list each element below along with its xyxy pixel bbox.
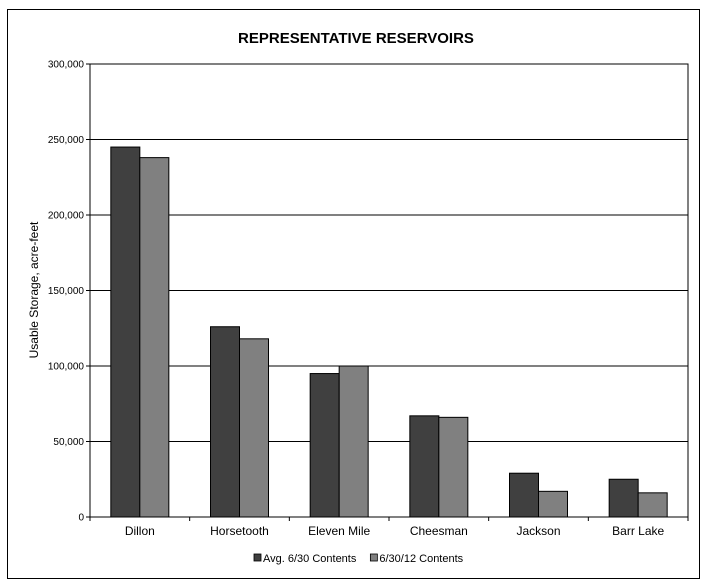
bar-jackson-series-2	[538, 490, 568, 518]
bar-cheesman-series-2	[438, 416, 469, 518]
bar-dillon-series-1	[110, 146, 141, 518]
chart-title: REPRESENTATIVE RESERVOIRS	[238, 30, 474, 47]
bar-jackson-series-1	[509, 472, 539, 518]
x-tick-label-horsetooth: Horsetooth	[210, 524, 269, 538]
y-axis-label: Usable Storage, acre-feet	[27, 221, 41, 358]
axes: 0 50,000 100,000 150,000 200,000 250,000 300,0…	[48, 60, 689, 538]
bar-barr-lake-series-1	[608, 478, 639, 518]
y-tick-label-3: 150,000	[48, 286, 85, 297]
gridlines	[90, 139, 688, 442]
y-tick-label-5: 250,000	[48, 135, 85, 146]
y-tick-label-2: 100,000	[48, 362, 85, 373]
bar-barr-lake-series-2	[637, 492, 668, 518]
legend-swatch-1	[253, 553, 262, 562]
bar-dillon-series-2	[139, 157, 170, 518]
bar-cheesman-series-1	[409, 415, 440, 518]
y-tick-label-0: 0	[78, 513, 84, 524]
bars	[110, 146, 668, 518]
x-tick-label-jackson: Jackson	[516, 524, 560, 538]
legend: Avg. 6/30 Contents 6/30/12 Contents	[253, 553, 464, 565]
x-tick-label-barr-lake: Barr Lake	[612, 524, 664, 538]
bar-eleven-mile-series-1	[309, 373, 340, 518]
legend-label-2: 6/30/12 Contents	[379, 553, 463, 565]
x-tick-label-cheesman: Cheesman	[410, 524, 468, 538]
bar-horsetooth-series-1	[210, 326, 240, 518]
y-tick-label-4: 200,000	[48, 211, 85, 222]
y-tick-label-1: 50,000	[53, 437, 84, 448]
y-tick-label-6: 300,000	[48, 60, 85, 71]
x-tick-label-eleven-mile: Eleven Mile	[308, 524, 370, 538]
legend-swatch-2	[369, 553, 378, 562]
legend-label-1: Avg. 6/30 Contents	[263, 553, 357, 565]
bar-eleven-mile-series-2	[338, 365, 369, 518]
x-tick-label-dillon: Dillon	[125, 524, 155, 538]
bar-horsetooth-series-2	[239, 338, 269, 518]
